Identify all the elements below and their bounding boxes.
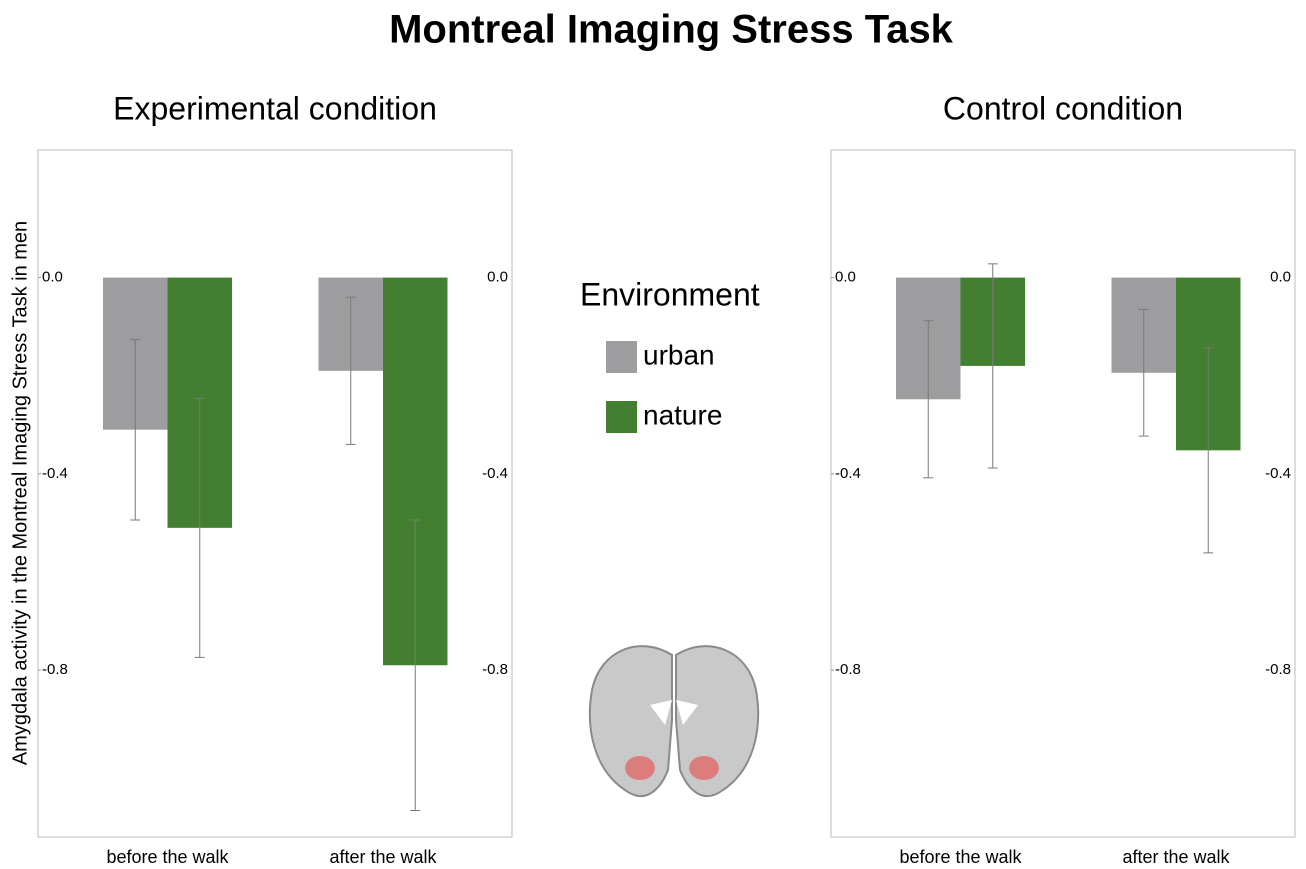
y-tick-label: -0.4 <box>42 465 68 482</box>
error-bar <box>345 296 356 445</box>
error-bar <box>130 338 141 521</box>
y-tick-label: 0.0 <box>1270 269 1291 286</box>
y-tick-label: -0.4 <box>1265 465 1291 482</box>
y-tick-label: 0.0 <box>42 269 63 286</box>
legend-swatch <box>606 341 637 373</box>
y-tick-label: -0.4 <box>482 465 508 482</box>
legend-label: urban <box>643 339 715 370</box>
y-tick-label: -0.4 <box>835 465 861 482</box>
brain-image <box>588 645 760 797</box>
error-bar <box>1138 308 1149 437</box>
x-tick-label: after the walk <box>329 847 437 867</box>
legend-title: Environment <box>580 276 760 312</box>
legend-swatch <box>606 401 637 433</box>
legend-label: nature <box>643 399 722 430</box>
error-bar <box>923 320 934 479</box>
y-axis-label: Amygdala activity in the Montreal Imagin… <box>9 221 31 765</box>
x-tick-label: before the walk <box>106 847 229 867</box>
error-bar <box>194 397 205 658</box>
x-tick-label: before the walk <box>899 847 1022 867</box>
panel-title: Experimental condition <box>113 90 437 126</box>
plot-frame <box>37 149 513 838</box>
plot-frame <box>830 149 1296 838</box>
y-tick-label: 0.0 <box>487 269 508 286</box>
y-tick-label: -0.8 <box>42 661 68 678</box>
error-bar <box>410 519 421 812</box>
panel-title: Control condition <box>943 90 1183 126</box>
error-bar <box>1203 347 1214 554</box>
y-tick-label: 0.0 <box>835 269 856 286</box>
y-tick-label: -0.8 <box>482 661 508 678</box>
y-tick-label: -0.8 <box>1265 661 1291 678</box>
error-bar <box>987 263 998 469</box>
figure-title: Montreal Imaging Stress Task <box>389 8 954 52</box>
y-tick-label: -0.8 <box>835 661 861 678</box>
x-tick-label: after the walk <box>1122 847 1230 867</box>
